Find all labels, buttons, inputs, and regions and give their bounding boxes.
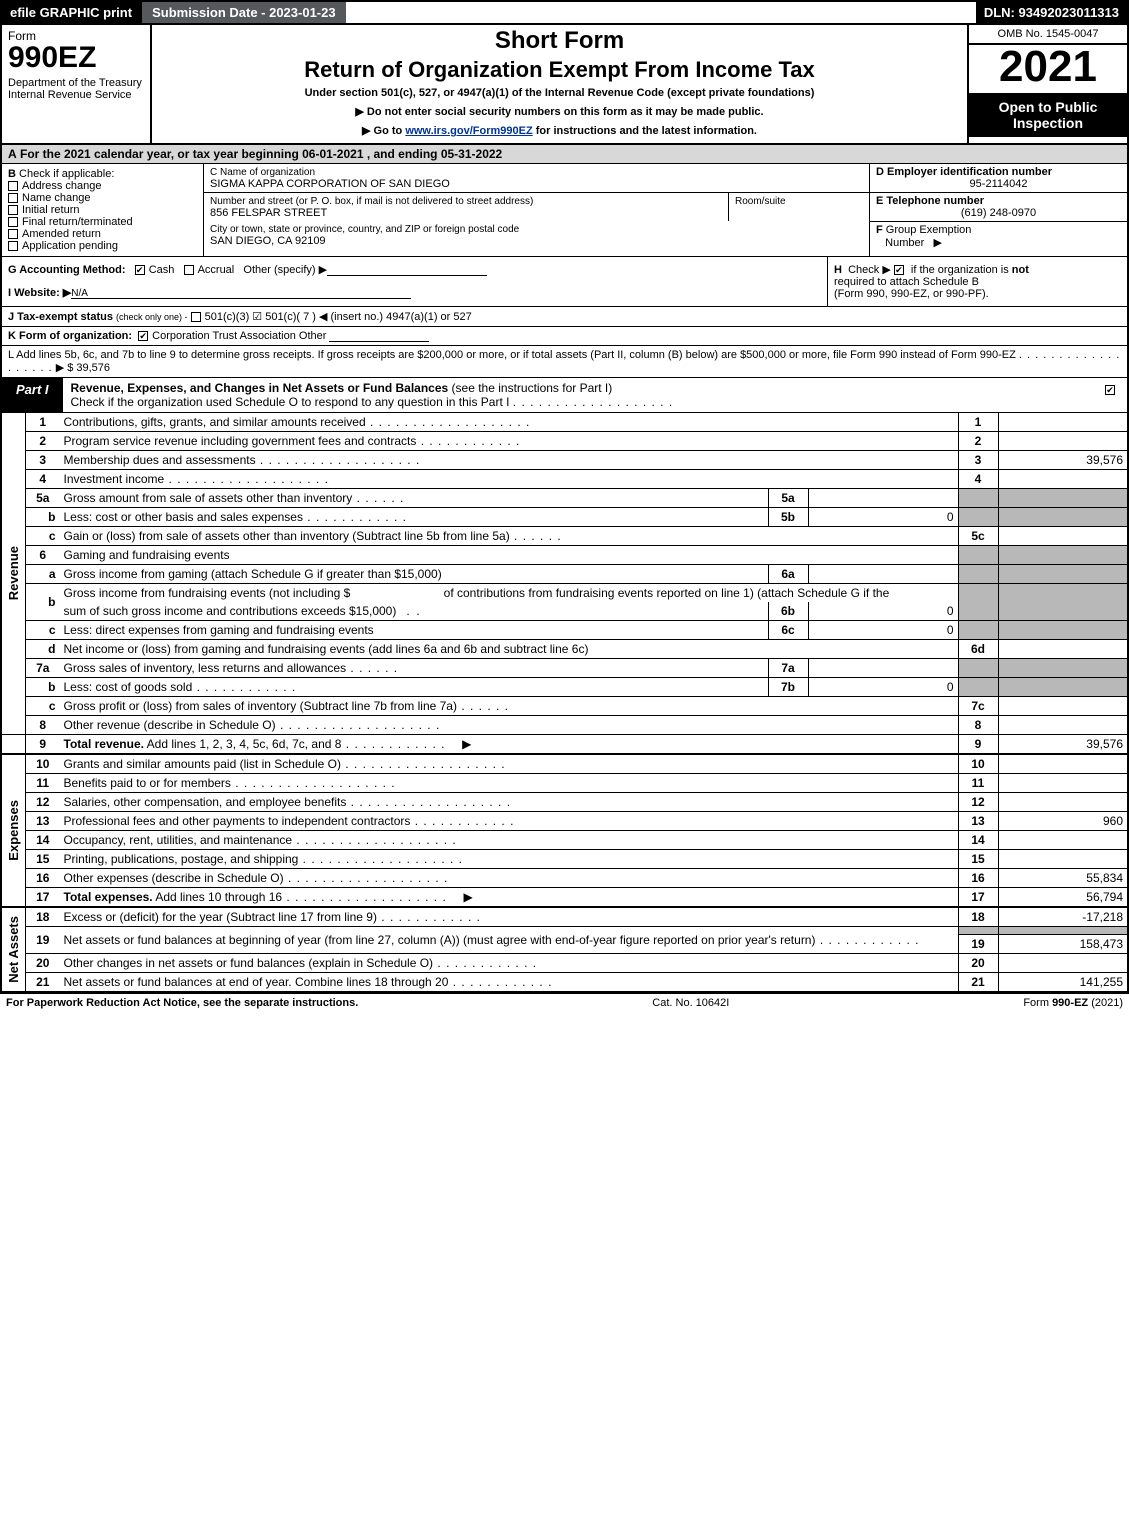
- dln: DLN: 93492023011313: [976, 2, 1127, 23]
- paperwork-notice: For Paperwork Reduction Act Notice, see …: [6, 997, 358, 1009]
- other-specify-line: [327, 264, 487, 276]
- part-1-header: Part I Revenue, Expenses, and Changes in…: [0, 378, 1129, 413]
- side-expenses: Expenses: [6, 794, 21, 867]
- row-j: J Tax-exempt status (check only one) - 5…: [0, 307, 1129, 327]
- footer: For Paperwork Reduction Act Notice, see …: [0, 993, 1129, 1012]
- val-8: [998, 716, 1128, 735]
- return-title: Return of Organization Exempt From Incom…: [158, 57, 961, 83]
- d-label: D Employer identification number: [876, 166, 1052, 178]
- val-2: [998, 432, 1128, 451]
- org-name: SIGMA KAPPA CORPORATION OF SAN DIEGO: [210, 178, 450, 190]
- b-title: Check if applicable:: [19, 168, 114, 180]
- val-20: [998, 953, 1128, 972]
- dept-treasury: Department of the Treasury Internal Reve…: [8, 77, 144, 101]
- val-12: [998, 793, 1128, 812]
- chk-cash[interactable]: ✔: [135, 265, 145, 275]
- val-17: 56,794: [998, 888, 1128, 908]
- i-label: I Website: ▶: [8, 287, 71, 299]
- val-10: [998, 754, 1128, 774]
- val-7b: 0: [808, 678, 958, 697]
- room-label: Room/suite: [735, 196, 786, 207]
- goto-pre: ▶ Go to: [362, 125, 405, 137]
- g-label: G Accounting Method:: [8, 264, 126, 276]
- form-footer: Form 990-EZ (2021): [1023, 997, 1123, 1009]
- chk-501c3[interactable]: [191, 312, 201, 322]
- chk-initial[interactable]: [8, 205, 18, 215]
- chk-part1-scho[interactable]: ✔: [1105, 385, 1115, 395]
- col-h: H Check ▶ ✔ if the organization is not r…: [827, 257, 1127, 306]
- val-19: 158,473: [998, 934, 1128, 953]
- lines-table: Revenue 1Contributions, gifts, grants, a…: [0, 413, 1129, 993]
- row-a: A For the 2021 calendar year, or tax yea…: [0, 145, 1129, 164]
- val-7c: [998, 697, 1128, 716]
- row-g: G Accounting Method: ✔Cash Accrual Other…: [8, 263, 821, 276]
- val-13: 960: [998, 812, 1128, 831]
- col-b: B Check if applicable: Address change Na…: [2, 164, 204, 256]
- efile-label: efile GRAPHIC print: [2, 2, 140, 23]
- row-i: I Website: ▶N/A: [8, 286, 821, 299]
- row-k: K Form of organization: ✔Corporation Tru…: [0, 327, 1129, 346]
- val-5c: [998, 527, 1128, 546]
- block-ghi: G Accounting Method: ✔Cash Accrual Other…: [0, 257, 1129, 307]
- val-9: 39,576: [998, 735, 1128, 755]
- c-label: C Name of organization: [210, 167, 315, 178]
- street-label: Number and street (or P. O. box, if mail…: [210, 196, 533, 207]
- val-5b: 0: [808, 508, 958, 527]
- chk-name[interactable]: [8, 193, 18, 203]
- goto-post: for instructions and the latest informat…: [533, 125, 757, 137]
- part-1-tab: Part I: [2, 378, 63, 412]
- val-14: [998, 831, 1128, 850]
- open-to-public: Open to Public Inspection: [969, 93, 1127, 137]
- val-1: [998, 413, 1128, 432]
- col-def: D Employer identification number 95-2114…: [869, 164, 1127, 256]
- val-16: 55,834: [998, 869, 1128, 888]
- submission-date: Submission Date - 2023-01-23: [140, 2, 346, 23]
- e-label: E Telephone number: [876, 195, 984, 207]
- val-6b: 0: [808, 602, 958, 621]
- val-3: 39,576: [998, 451, 1128, 470]
- block-bcdef: B Check if applicable: Address change Na…: [0, 164, 1129, 257]
- city-label: City or town, state or province, country…: [210, 224, 519, 235]
- val-18: -17,218: [998, 907, 1128, 927]
- chk-final[interactable]: [8, 217, 18, 227]
- val-6c: 0: [808, 621, 958, 640]
- instruction-2: ▶ Go to www.irs.gov/Form990EZ for instru…: [158, 124, 961, 137]
- part-1-title: Revenue, Expenses, and Changes in Net As…: [71, 381, 449, 395]
- tax-year: 2021: [969, 45, 1127, 93]
- ein-value: 95-2114042: [876, 178, 1121, 190]
- val-11: [998, 774, 1128, 793]
- top-bar: efile GRAPHIC print Submission Date - 20…: [0, 0, 1129, 25]
- chk-corp[interactable]: ✔: [138, 331, 148, 341]
- side-netassets: Net Assets: [6, 910, 21, 989]
- phone-value: (619) 248-0970: [876, 207, 1121, 219]
- form-number: 990EZ: [8, 43, 144, 73]
- val-21: 141,255: [998, 972, 1128, 992]
- val-6a: [808, 565, 958, 584]
- under-section: Under section 501(c), 527, or 4947(a)(1)…: [158, 87, 961, 99]
- row-l: L Add lines 5b, 6c, and 7b to line 9 to …: [0, 346, 1129, 378]
- website-value: N/A: [71, 288, 88, 299]
- street-value: 856 FELSPAR STREET: [210, 207, 327, 219]
- irs-link[interactable]: www.irs.gov/Form990EZ: [405, 125, 532, 137]
- f-label: F: [876, 224, 883, 236]
- val-15: [998, 850, 1128, 869]
- gross-receipts: ▶ $ 39,576: [56, 362, 110, 374]
- short-form-title: Short Form: [158, 27, 961, 55]
- cat-no: Cat. No. 10642I: [358, 997, 1023, 1009]
- side-revenue: Revenue: [6, 540, 21, 606]
- col-c: C Name of organization SIGMA KAPPA CORPO…: [204, 164, 869, 256]
- form-header: Form 990EZ Department of the Treasury In…: [0, 25, 1129, 145]
- city-value: SAN DIEGO, CA 92109: [210, 235, 326, 247]
- val-6d: [998, 640, 1128, 659]
- val-5a: [808, 489, 958, 508]
- instruction-1: ▶ Do not enter social security numbers o…: [158, 105, 961, 118]
- chk-pending[interactable]: [8, 241, 18, 251]
- chk-amended[interactable]: [8, 229, 18, 239]
- chk-accrual[interactable]: [184, 265, 194, 275]
- val-4: [998, 470, 1128, 489]
- chk-address[interactable]: [8, 181, 18, 191]
- val-7a: [808, 659, 958, 678]
- chk-sched-b[interactable]: ✔: [894, 265, 904, 275]
